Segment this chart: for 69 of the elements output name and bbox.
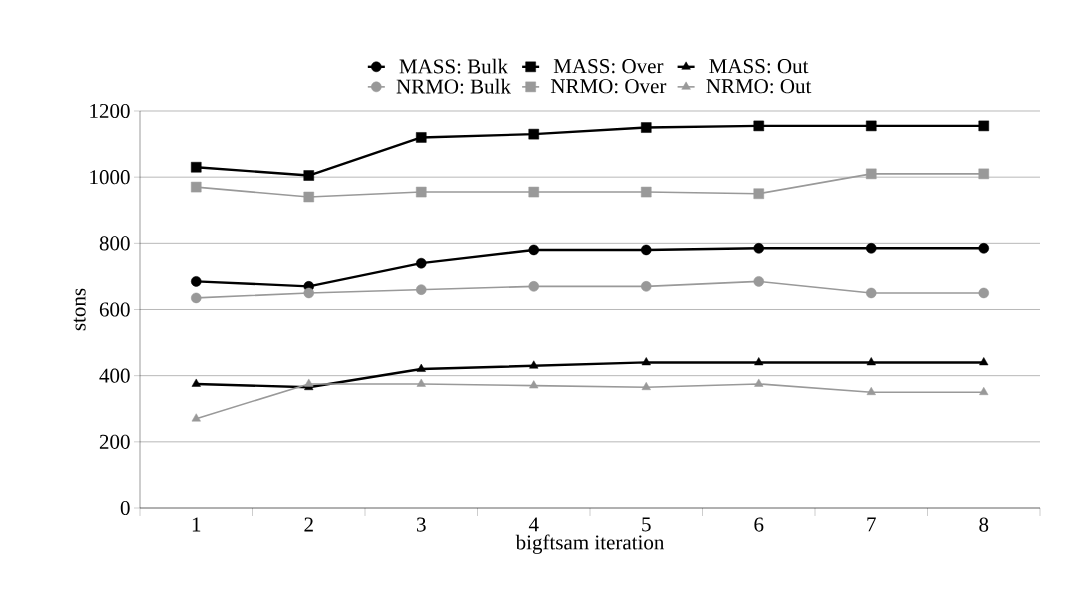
point (978, 168, 990, 180)
point (304, 378, 314, 387)
x-axis-title: bigftsam iteration (515, 534, 665, 554)
point (303, 191, 314, 203)
point (416, 132, 427, 143)
point (754, 378, 764, 387)
x-tick-label: 1 (192, 517, 201, 532)
point (528, 244, 539, 256)
point (979, 386, 989, 395)
point (641, 381, 651, 390)
point (191, 378, 201, 387)
point (528, 128, 539, 140)
point (753, 243, 764, 254)
point (416, 186, 427, 198)
point (416, 284, 427, 295)
y-tick-label: 600 (99, 302, 130, 317)
legend-label: MASS: Over (553, 59, 664, 74)
x-tick-label: 4 (528, 517, 539, 532)
point (866, 120, 877, 132)
point (753, 120, 764, 132)
point (416, 257, 427, 269)
point (416, 378, 426, 387)
point (529, 380, 539, 389)
point (191, 292, 202, 304)
point (303, 287, 314, 299)
point (303, 170, 314, 181)
point (191, 413, 201, 422)
y-tick-label: 200 (99, 434, 130, 449)
legend-label: MASS: Out (709, 59, 809, 74)
x-tick-label: 6 (754, 517, 764, 532)
point (978, 120, 990, 132)
x-tick-label: 8 (979, 517, 989, 532)
x-tick-label: 2 (304, 517, 313, 532)
point (753, 276, 764, 287)
point (528, 281, 539, 292)
legend-label: MASS: Bulk (399, 58, 509, 74)
point (754, 357, 764, 366)
x-tick-label: 7 (867, 517, 876, 532)
point (641, 357, 651, 366)
point (529, 360, 539, 369)
point (641, 122, 652, 133)
y-tick-label: 1200 (90, 103, 130, 119)
y-tick-label: 1000 (90, 170, 130, 185)
point (641, 281, 652, 292)
x-tick-label: 5 (642, 517, 651, 532)
point (978, 243, 990, 254)
point (979, 357, 989, 366)
legend-label: NRMO: Out (706, 79, 812, 94)
point (416, 363, 426, 372)
point (866, 168, 877, 180)
point (978, 287, 990, 299)
point (191, 276, 202, 287)
legend-label: NRMO: Over (550, 79, 667, 94)
legend-label: NRMO: Bulk (396, 78, 511, 94)
point (191, 161, 202, 173)
point (191, 181, 202, 193)
point (866, 357, 876, 366)
point (753, 188, 764, 199)
point (528, 186, 539, 198)
y-axis-title: stons (73, 288, 86, 331)
point (866, 287, 877, 299)
y-tick-label: 400 (99, 368, 130, 383)
y-tick-label: 800 (99, 236, 130, 251)
x-tick-label: 3 (417, 517, 426, 532)
y-tick-label: 0 (120, 500, 130, 516)
point (866, 386, 876, 395)
point (866, 243, 877, 254)
point (641, 186, 652, 198)
point (641, 244, 652, 256)
